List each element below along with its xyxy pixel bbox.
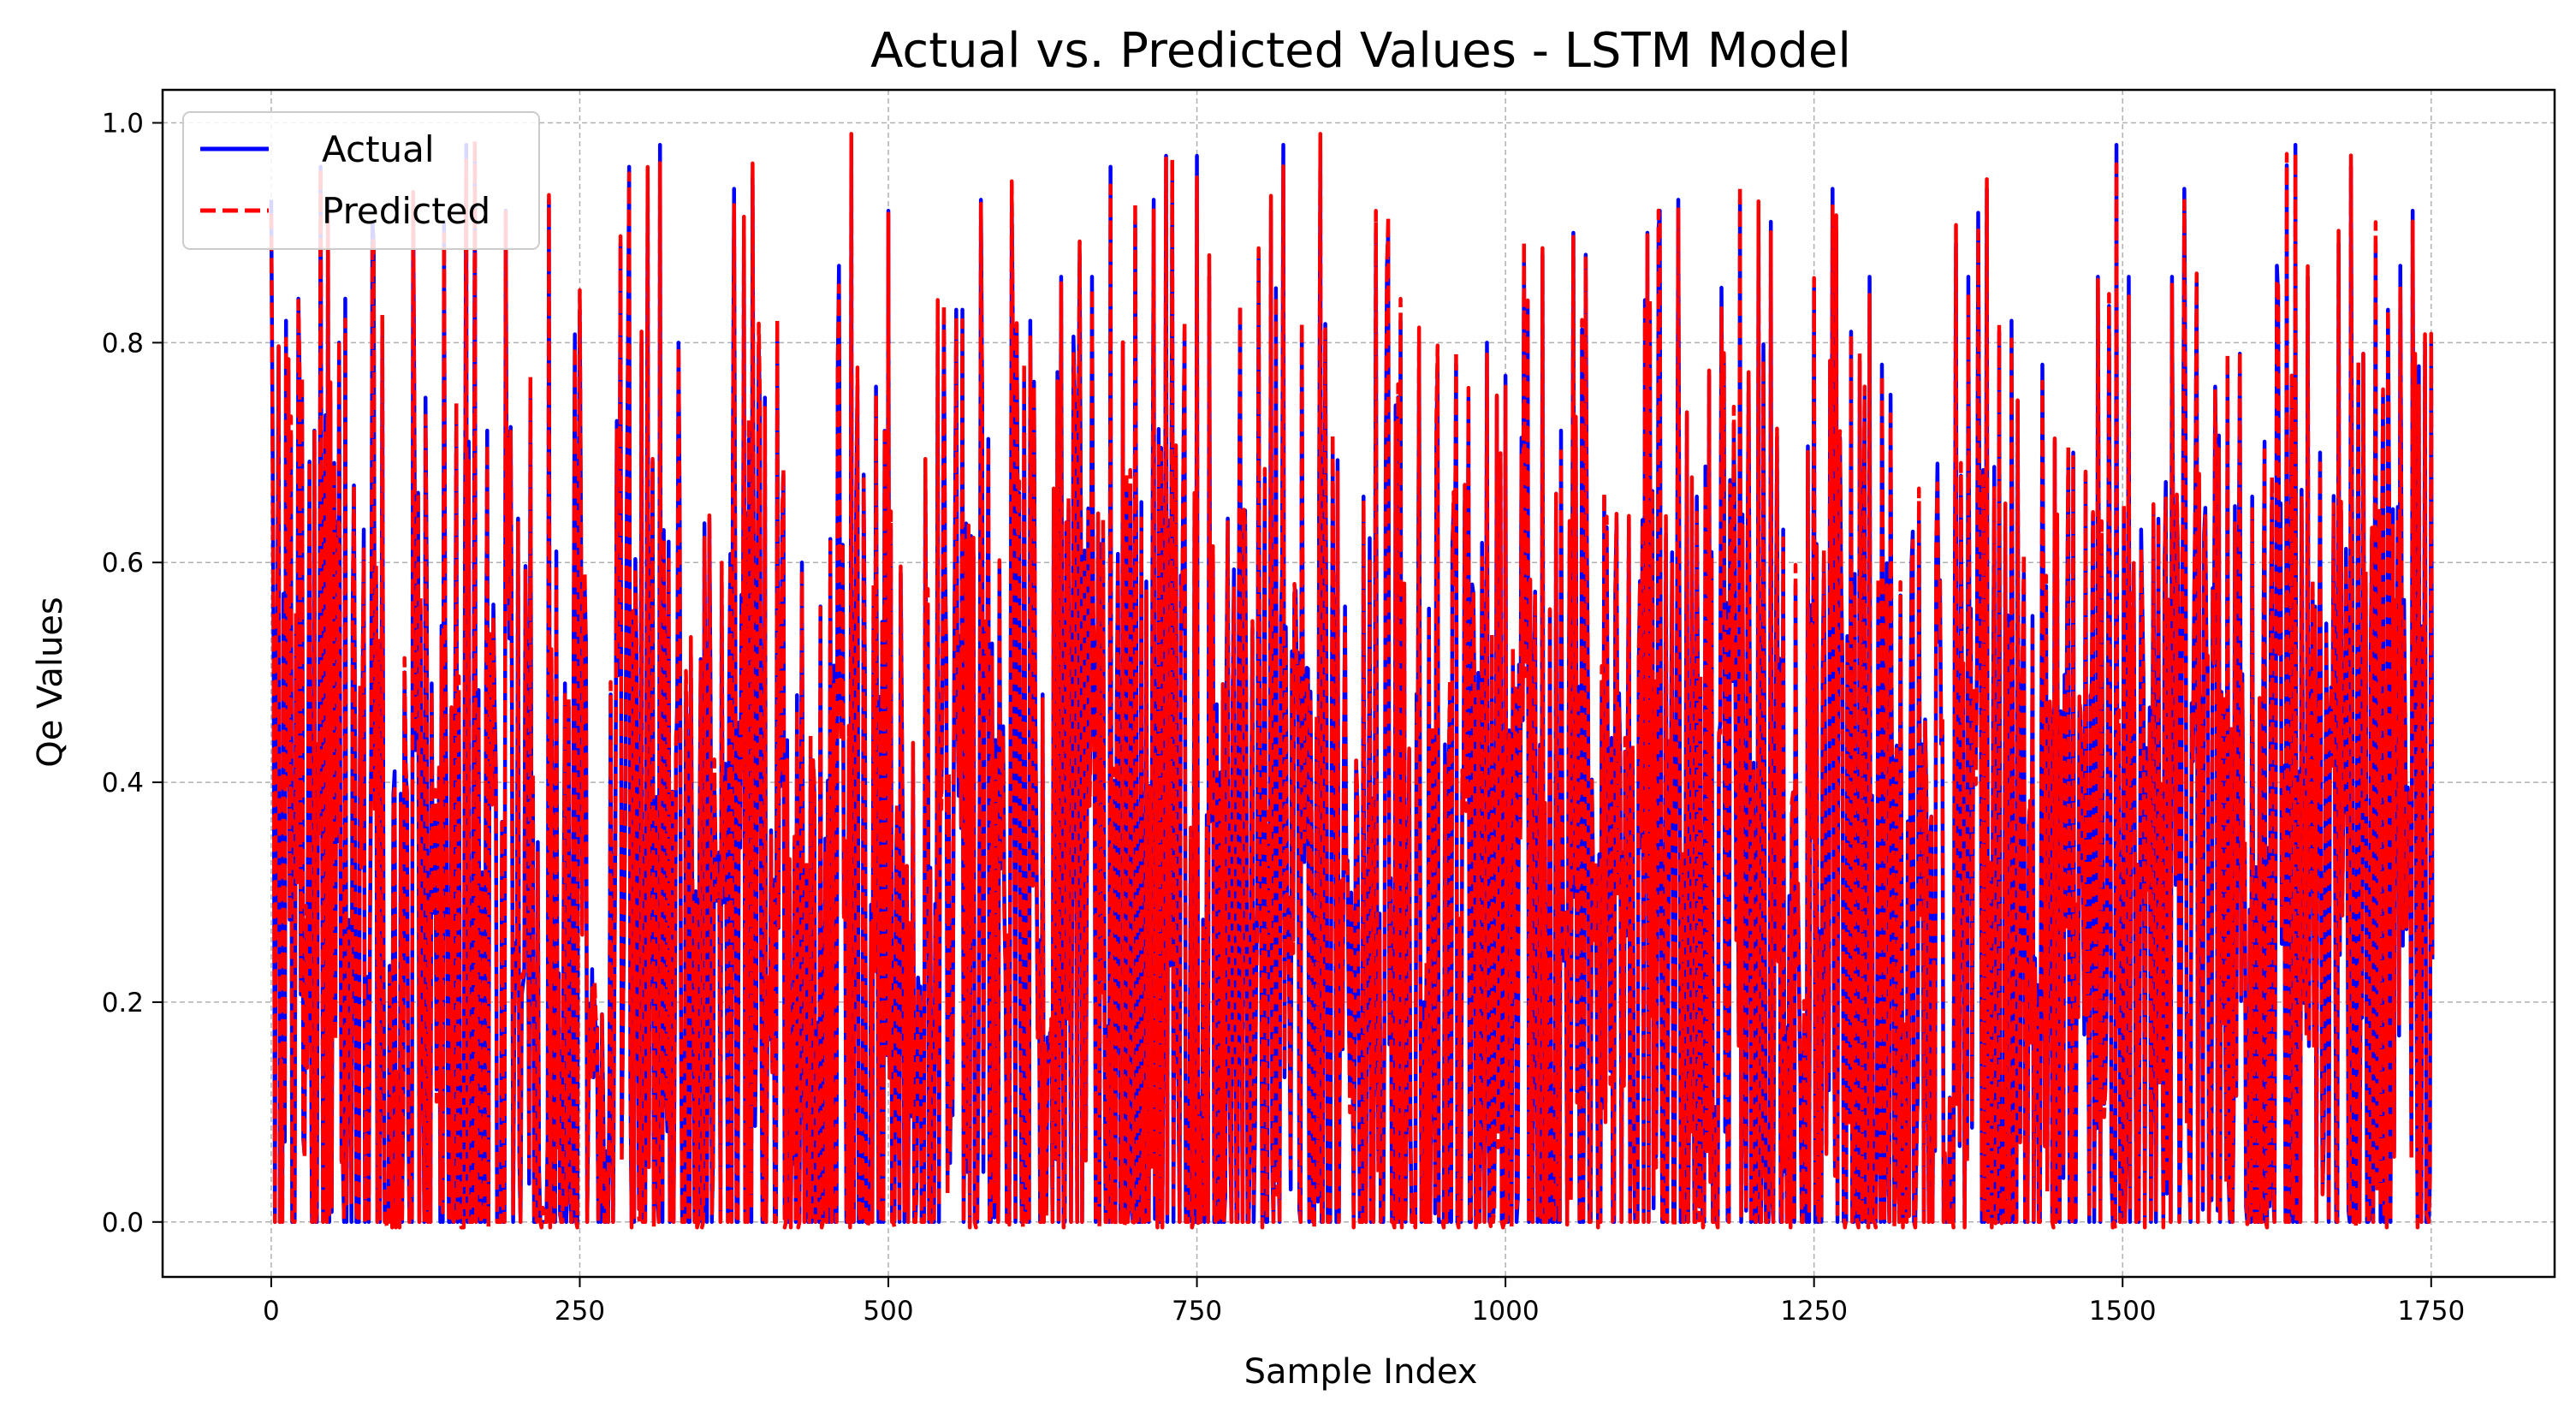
- x-tick-label: 0: [263, 1296, 280, 1327]
- y-tick-label: 1.0: [102, 109, 144, 140]
- y-tick-label: 0.8: [102, 328, 144, 359]
- y-tick-label: 0.2: [102, 988, 144, 1018]
- x-tick-label: 250: [555, 1296, 605, 1327]
- y-tick-label: 0.6: [102, 548, 144, 579]
- y-axis-label: Qe Values: [31, 597, 70, 768]
- series-predicted-line: [269, 132, 2435, 1230]
- x-tick-label: 750: [1172, 1296, 1222, 1327]
- legend-label-predicted: Predicted: [322, 190, 490, 232]
- legend-label-actual: Actual: [322, 128, 435, 170]
- series-layer: [269, 132, 2435, 1230]
- y-tick-label: 0.0: [102, 1208, 144, 1238]
- legend-frame: [182, 111, 540, 250]
- plot-frame: [161, 88, 2556, 1279]
- x-tick-label: 1500: [2089, 1296, 2157, 1327]
- x-tick-label: 500: [863, 1296, 913, 1327]
- x-tick-label: 1750: [2397, 1296, 2465, 1327]
- axis-ticks: 0 250 500 750 1000 1250 1500 1750 0.0 0.2 0.4 0.6 0.…: [102, 109, 2466, 1327]
- x-tick-label: 1000: [1472, 1296, 1540, 1327]
- x-tick-label: 1250: [1780, 1296, 1848, 1327]
- legend: Actual Predicted: [182, 111, 540, 250]
- chart-title: Actual vs. Predicted Values - LSTM Model: [870, 23, 1851, 79]
- x-axis-label: Sample Index: [1244, 1352, 1478, 1392]
- y-tick-label: 0.4: [102, 768, 144, 799]
